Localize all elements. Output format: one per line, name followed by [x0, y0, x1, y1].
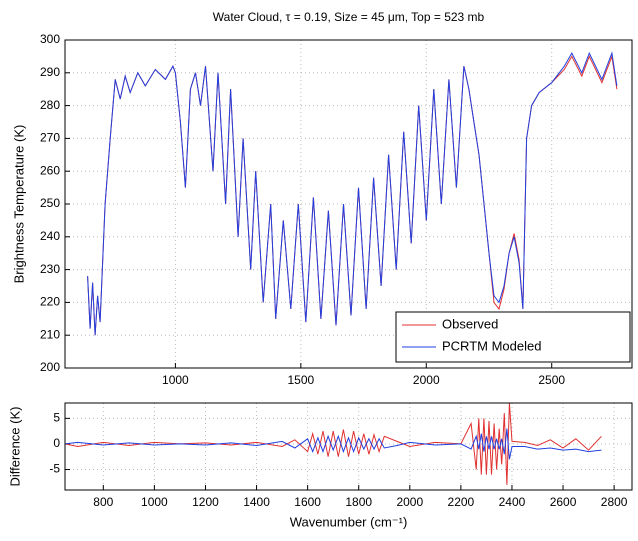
x-tick-label: 2600: [550, 495, 577, 509]
y-tick-label: -5: [49, 462, 60, 476]
x-tick-label: 1800: [345, 495, 372, 509]
x-tick-label: 800: [93, 495, 113, 509]
y-tick-label: 280: [40, 98, 60, 112]
x-tick-label: 1000: [141, 495, 168, 509]
x-tick-label: 2800: [601, 495, 628, 509]
y-tick-label: 270: [40, 131, 60, 145]
axes-frame: [64, 402, 633, 491]
x-tick-label: 1600: [294, 495, 321, 509]
y-tick-label: 210: [40, 327, 60, 341]
series-line: [64, 402, 602, 485]
y-axis-label: Brightness Temperature (K): [11, 125, 26, 284]
x-tick-label: 1500: [287, 373, 314, 387]
x-tick-label: 2000: [413, 373, 440, 387]
series-line: [64, 428, 602, 460]
y-tick-label: 290: [40, 65, 60, 79]
x-tick-label: 2200: [448, 495, 475, 509]
series-line: [87, 51, 618, 336]
x-tick-label: 2000: [396, 495, 423, 509]
x-tick-label: 1400: [243, 495, 270, 509]
y-tick-label: 0: [53, 436, 60, 450]
legend-label: PCRTM Modeled: [442, 338, 541, 353]
axes-frame: [64, 39, 633, 369]
x-axis-label: Wavenumber (cm⁻¹): [290, 514, 408, 529]
y-tick-label: 300: [40, 32, 60, 46]
plot-area: [65, 403, 632, 490]
y-tick-label: 230: [40, 262, 60, 276]
chart-title: Water Cloud, τ = 0.19, Size = 45 μm, Top…: [213, 10, 485, 24]
x-tick-label: 1200: [192, 495, 219, 509]
y-tick-label: 260: [40, 163, 60, 177]
y-tick-label: 220: [40, 295, 60, 309]
y-tick-label: 250: [40, 196, 60, 210]
x-tick-label: 2400: [499, 495, 526, 509]
x-tick-label: 1000: [162, 373, 189, 387]
x-tick-label: 2500: [538, 373, 565, 387]
y-axis-label: Difference (K): [7, 407, 22, 487]
y-tick-label: 5: [53, 411, 60, 425]
y-tick-label: 240: [40, 229, 60, 243]
y-tick-label: 200: [40, 360, 60, 374]
legend-label: Observed: [442, 316, 498, 331]
legend-box: [395, 311, 631, 363]
